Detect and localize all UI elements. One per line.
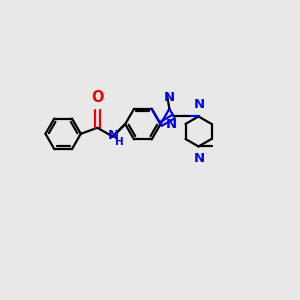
Text: H: H (115, 137, 124, 147)
Text: N: N (194, 152, 205, 165)
Text: N: N (194, 98, 205, 111)
Text: N: N (164, 91, 175, 103)
Text: N: N (108, 129, 119, 142)
Text: O: O (91, 90, 104, 105)
Text: N: N (166, 118, 177, 130)
